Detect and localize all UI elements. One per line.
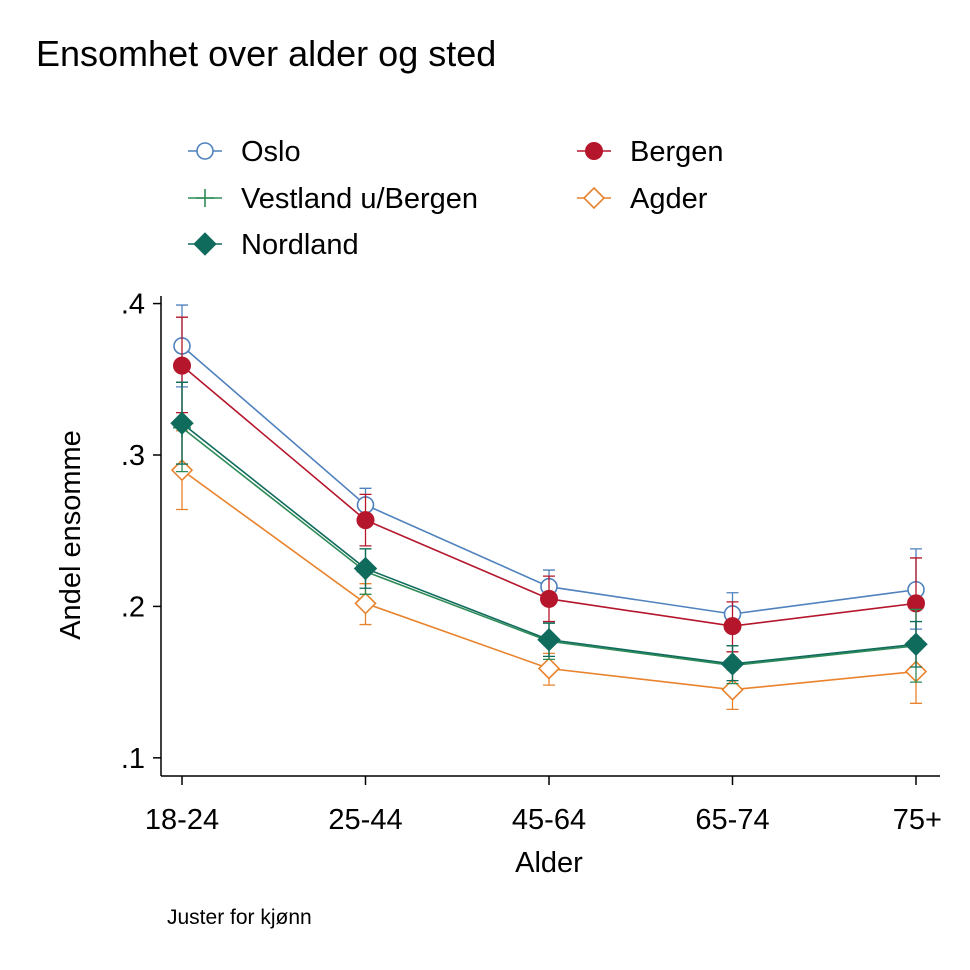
data-point-bergen [723, 617, 742, 636]
y-tick-label: .1 [121, 743, 145, 775]
legend-marker-vestland-u-bergen [196, 189, 214, 207]
legend-marker-agder [582, 186, 606, 210]
data-point-nordland [720, 652, 745, 676]
data-point-bergen [173, 356, 191, 375]
x-tick-label: 25-44 [328, 804, 402, 836]
data-point-bergen [356, 511, 375, 530]
x-tick-label: 45-64 [512, 804, 586, 836]
y-ticks: .1 .2 .3 .4 [121, 289, 161, 775]
x-tick-label: 18-24 [145, 804, 219, 836]
legend-marker-oslo [196, 142, 214, 160]
data-point-agder [721, 678, 744, 701]
legend-item-nordland: Nordland [188, 229, 359, 261]
plot-area [170, 304, 928, 711]
series-nordland [170, 381, 928, 682]
data-point-agder [537, 657, 561, 680]
legend-item-agder: Agder [577, 183, 708, 215]
x-ticks: 18-24 25-44 45-64 65-74 75+ [145, 776, 942, 836]
data-point-nordland [170, 411, 194, 435]
chart-title: Ensomhet over alder og sted [36, 33, 496, 74]
data-point-bergen [540, 589, 558, 608]
y-tick-label: .3 [121, 440, 145, 472]
legend-label: Nordland [241, 229, 359, 261]
y-tick-label: .4 [121, 289, 145, 321]
data-point-agder [354, 592, 377, 615]
data-point-nordland [353, 556, 378, 581]
legend: Oslo Bergen Vestland u/Bergen Agder Nordland [188, 136, 724, 261]
x-tick-label: 75+ [893, 804, 942, 836]
legend-label: Agder [630, 183, 708, 215]
legend-marker-nordland [193, 232, 217, 256]
legend-item-vestland-u-bergen: Vestland u/Bergen [188, 183, 478, 215]
x-axis-title: Alder [515, 847, 583, 879]
legend-label: Vestland u/Bergen [241, 183, 478, 215]
legend-item-oslo: Oslo [188, 136, 301, 168]
legend-label: Oslo [241, 136, 301, 168]
legend-marker-bergen [585, 142, 603, 160]
series-bergen [173, 316, 925, 653]
data-point-nordland [537, 628, 561, 652]
axes [160, 296, 940, 777]
data-point-nordland [904, 632, 928, 656]
legend-label: Bergen [630, 136, 724, 168]
footnote: Juster for kjønn [167, 906, 312, 929]
y-axis-title: Andel ensomme [55, 430, 87, 640]
x-tick-label: 65-74 [695, 804, 769, 836]
legend-item-bergen: Bergen [577, 136, 724, 168]
y-tick-label: .2 [121, 591, 145, 623]
